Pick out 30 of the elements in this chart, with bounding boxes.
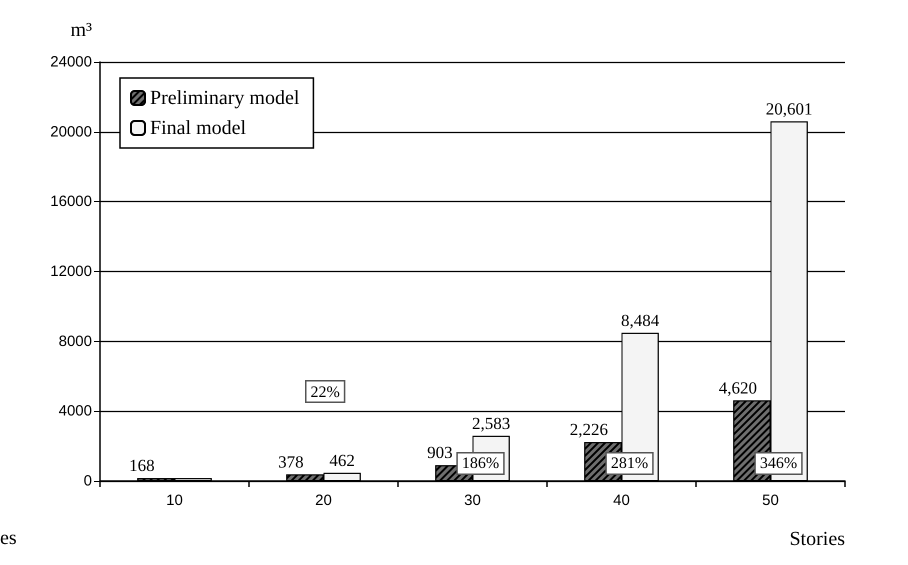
text: es [0,527,17,549]
y-axis-title: m³ [70,19,92,41]
data-label: 4,620 [718,378,757,398]
y-tick-label: 4000 [58,402,92,420]
y-tick-label: 16000 [50,193,92,210]
annotation: 346% [760,455,798,472]
y-tick-label: 8000 [58,332,92,350]
x-tick-label: 30 [464,492,481,509]
annotation: 22% [310,384,340,401]
data-label: 903 [427,443,453,462]
y-tick-label: 24000 [50,54,92,70]
legend-label: Final model [150,117,247,139]
x-tick-label: 40 [613,492,630,509]
annotation: 281% [610,455,648,472]
legend-label: Preliminary model [150,87,300,109]
data-label: 462 [329,450,355,470]
data-label: 2,226 [570,420,608,440]
data-label: 378 [278,452,304,472]
x-tick-label: 10 [166,492,183,509]
x-tick-label: 50 [762,492,779,509]
data-label: 168 [129,456,155,476]
x-axis-title: Stories [789,528,846,550]
y-tick-label: 20000 [50,123,92,140]
data-label: 8,484 [621,310,660,330]
x-tick-label: 20 [315,492,332,509]
y-tick-label: 0 [84,472,92,490]
data-label: 20,601 [766,99,812,118]
annotation: 186% [462,455,500,472]
y-tick-label: 12000 [50,263,92,280]
data-label: 2,583 [472,414,510,433]
